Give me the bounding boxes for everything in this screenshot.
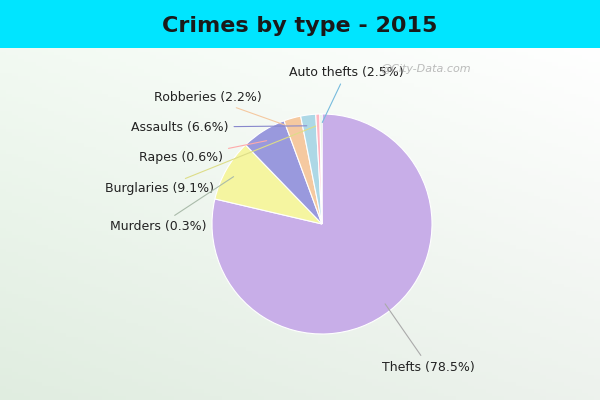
Text: Burglaries (9.1%): Burglaries (9.1%)	[105, 126, 316, 195]
Text: @City-Data.com: @City-Data.com	[380, 64, 470, 74]
Text: Auto thefts (2.5%): Auto thefts (2.5%)	[289, 66, 404, 122]
Wedge shape	[316, 114, 322, 224]
Text: Murders (0.3%): Murders (0.3%)	[110, 177, 233, 233]
Wedge shape	[301, 114, 322, 224]
Wedge shape	[284, 116, 322, 224]
Wedge shape	[245, 121, 322, 224]
Wedge shape	[215, 145, 322, 224]
Wedge shape	[212, 114, 432, 334]
Wedge shape	[320, 114, 322, 224]
Text: Robberies (2.2%): Robberies (2.2%)	[154, 91, 293, 128]
Text: Assaults (6.6%): Assaults (6.6%)	[131, 121, 307, 134]
Text: Thefts (78.5%): Thefts (78.5%)	[383, 304, 475, 374]
Text: Crimes by type - 2015: Crimes by type - 2015	[163, 16, 437, 36]
Text: Rapes (0.6%): Rapes (0.6%)	[139, 141, 266, 164]
